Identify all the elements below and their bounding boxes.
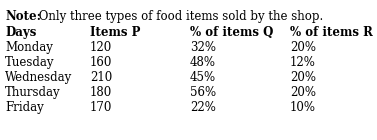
Text: 180: 180 (90, 86, 112, 99)
Text: 56%: 56% (190, 86, 216, 99)
Text: Monday: Monday (5, 41, 53, 54)
Text: 45%: 45% (190, 71, 216, 84)
Text: 32%: 32% (190, 41, 216, 54)
Text: 120: 120 (90, 41, 112, 54)
Text: Only three types of food items sold by the shop.: Only three types of food items sold by t… (35, 10, 323, 23)
Text: 20%: 20% (290, 86, 316, 99)
Text: 210: 210 (90, 71, 112, 84)
Text: 170: 170 (90, 101, 112, 114)
Text: Friday: Friday (5, 101, 44, 114)
Text: 12%: 12% (290, 56, 316, 69)
Text: 10%: 10% (290, 101, 316, 114)
Text: Days: Days (5, 26, 36, 39)
Text: Thursday: Thursday (5, 86, 61, 99)
Text: Tuesday: Tuesday (5, 56, 55, 69)
Text: 160: 160 (90, 56, 112, 69)
Text: Items P: Items P (90, 26, 140, 39)
Text: 22%: 22% (190, 101, 216, 114)
Text: 20%: 20% (290, 41, 316, 54)
Text: Note:: Note: (5, 10, 41, 23)
Text: Wednesday: Wednesday (5, 71, 72, 84)
Text: % of items Q: % of items Q (190, 26, 273, 39)
Text: 48%: 48% (190, 56, 216, 69)
Text: % of items R: % of items R (290, 26, 373, 39)
Text: 20%: 20% (290, 71, 316, 84)
